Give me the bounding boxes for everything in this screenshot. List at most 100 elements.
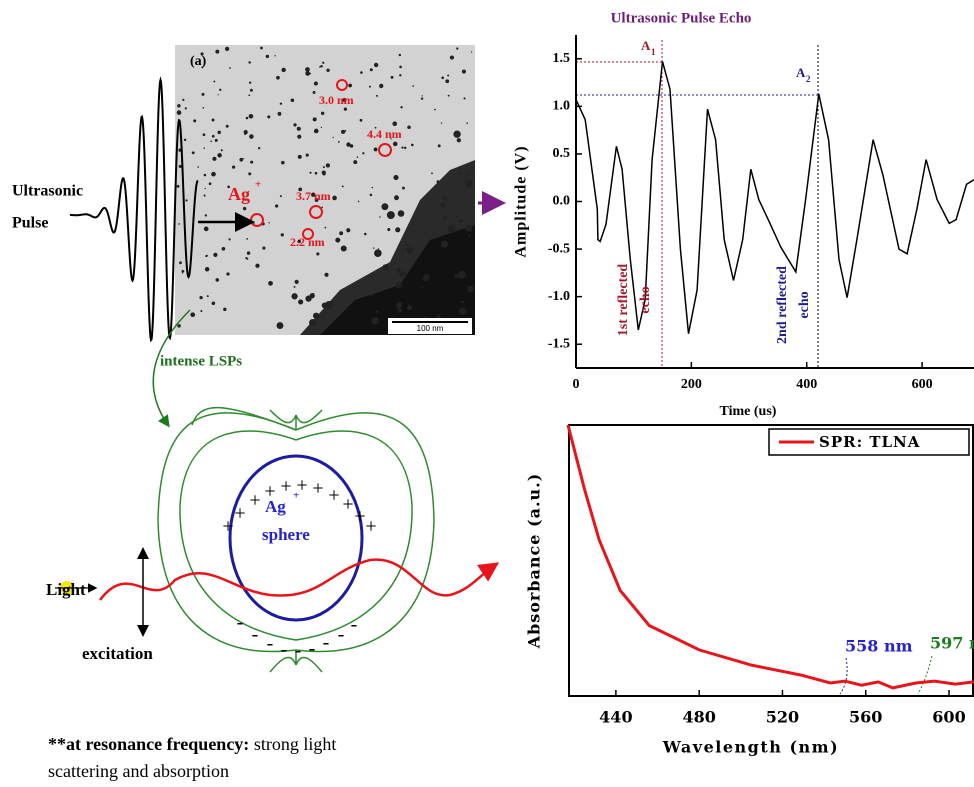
- ion-label: Ag: [228, 184, 250, 204]
- x-tick-label: 600: [932, 708, 965, 727]
- particle: [243, 132, 247, 135]
- particle: [459, 172, 462, 175]
- particle: [312, 292, 315, 295]
- particle: [400, 106, 403, 109]
- size-label: 3.7 nm: [296, 189, 331, 203]
- particle: [459, 307, 467, 315]
- plus-sign: +: [312, 478, 323, 500]
- plot-frame: [568, 424, 974, 697]
- size-label: 2.2 nm: [290, 235, 325, 249]
- x-tick-label: 200: [681, 377, 702, 392]
- particle: [444, 197, 447, 201]
- particle: [249, 134, 254, 139]
- sphere-charge: +: [293, 490, 299, 502]
- particle: [466, 122, 468, 124]
- particle: [387, 227, 391, 232]
- sphere: [228, 454, 364, 622]
- particle: [322, 172, 326, 176]
- particle: [193, 119, 197, 123]
- plus-sign: +: [264, 481, 275, 503]
- particle: [229, 67, 231, 69]
- particle: [248, 81, 252, 84]
- particle: [242, 158, 245, 160]
- particle: [211, 171, 216, 177]
- field-lines: [157, 406, 435, 673]
- charts: Ultrasonic Pulse Echo Time (us) Amplitude …: [513, 10, 974, 757]
- particle: [456, 138, 461, 143]
- particle: [314, 171, 318, 175]
- particle: [395, 227, 401, 233]
- particle: [290, 98, 295, 103]
- particle: [179, 261, 182, 265]
- particle: [178, 164, 182, 168]
- particle: [458, 270, 466, 279]
- particle: [178, 223, 180, 225]
- particle: [227, 185, 230, 189]
- particle: [377, 248, 380, 250]
- particle: [368, 85, 371, 88]
- particle: [281, 160, 285, 165]
- annotation-subscript: 2: [806, 74, 811, 84]
- particle: [210, 140, 212, 142]
- particle: [314, 198, 319, 202]
- particle: [440, 122, 443, 124]
- note-bold: **at resonance frequency:: [48, 734, 249, 754]
- particle: [399, 271, 406, 278]
- minus-sign: -: [351, 614, 358, 636]
- particle: [326, 68, 330, 72]
- particle: [370, 293, 374, 297]
- particle: [466, 173, 470, 176]
- particle: [275, 204, 279, 208]
- particle: [211, 134, 215, 138]
- particle: [423, 274, 430, 281]
- particle: [298, 299, 304, 305]
- particle: [461, 69, 466, 74]
- particle: [321, 206, 323, 209]
- annotation: 2nd reflected: [775, 266, 790, 344]
- y-tick-label: -1.0: [548, 289, 570, 304]
- pulse-wave: [70, 76, 199, 343]
- particle: [398, 53, 402, 57]
- note: scattering and absorption: [48, 761, 229, 781]
- particle: [324, 272, 329, 277]
- particle: [226, 272, 230, 276]
- particle: [464, 179, 473, 188]
- particle: [291, 293, 298, 300]
- particle: [203, 173, 207, 177]
- annotation: A: [641, 38, 651, 53]
- particle: [184, 107, 187, 110]
- particle: [246, 251, 251, 255]
- particle: [276, 75, 280, 80]
- particle: [217, 130, 221, 135]
- particle: [395, 281, 402, 289]
- particle: [221, 246, 226, 251]
- particle: [465, 224, 473, 232]
- note-text: strong light: [254, 734, 337, 754]
- particle: [293, 123, 297, 127]
- plus-sign: +: [296, 475, 307, 497]
- particle: [374, 249, 382, 257]
- particle: [369, 193, 373, 197]
- particle: [274, 55, 276, 57]
- particle: [379, 83, 384, 89]
- particle: [305, 67, 310, 72]
- particle: [214, 138, 218, 142]
- size-label: 4.4 nm: [367, 127, 402, 141]
- data-line: [566, 424, 974, 690]
- x-tick-label: 480: [682, 708, 715, 727]
- light-wave: [99, 558, 500, 601]
- annotation: 1st reflected: [616, 264, 631, 337]
- legend-label: SPR: TLNA: [819, 433, 920, 451]
- particle: [332, 136, 334, 139]
- particle: [463, 97, 466, 100]
- particle: [442, 216, 447, 221]
- x-tick-label: 400: [796, 377, 817, 392]
- particle: [324, 300, 333, 309]
- particle: [265, 54, 270, 59]
- particle: [279, 195, 282, 198]
- particle: [406, 246, 414, 255]
- y-axis-label: Absorbance (a.u.): [525, 473, 544, 650]
- particle: [320, 126, 323, 129]
- particle: [320, 64, 323, 68]
- particle: [363, 232, 367, 236]
